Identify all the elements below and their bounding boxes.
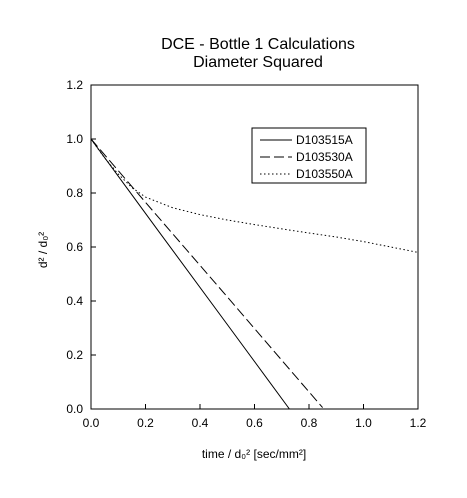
series-lines: [90, 138, 419, 410]
y-tick-label: 0.2: [66, 348, 83, 362]
y-tick-label: 0.4: [66, 294, 83, 308]
y-tick-label: 1.0: [66, 132, 83, 146]
y-tick-label: 0.6: [66, 240, 83, 254]
x-tick-label: 0.0: [83, 416, 100, 430]
legend-box: [251, 127, 367, 184]
x-tick-label: 0.4: [192, 416, 209, 430]
x-tick-label: 0.6: [246, 416, 263, 430]
x-tick-label: 1.2: [410, 416, 427, 430]
y-tick-label: 0.0: [66, 402, 83, 416]
axis-ticks: 0.0 0.2 0.4 0.6 0.8 1.0 1.2 0.0 0.2 0.4 0.6 0.8 1.0 1…: [66, 78, 426, 430]
x-tick-label: 0.8: [301, 416, 318, 430]
legend-label-d103550a: D103550A: [296, 167, 353, 181]
y-tick-label: 1.2: [66, 78, 83, 92]
chart-title: DCE - Bottle 1 Calculations: [161, 36, 355, 53]
series-line-d103550a: [90, 138, 419, 253]
chart-subtitle: Diameter Squared: [193, 54, 323, 71]
y-axis-label: d² / d₀²: [36, 232, 50, 268]
legend-label-d103515a: D103515A: [296, 133, 353, 147]
x-tick-label: 0.2: [137, 416, 154, 430]
legend-label-d103530a: D103530A: [296, 150, 353, 164]
legend: D103515A D103530A D103550A: [251, 127, 367, 184]
series-line-d103515a: [90, 138, 290, 410]
x-tick-label: 1.0: [355, 416, 372, 430]
x-axis-label: time / d₀² [sec/mm²]: [202, 447, 306, 461]
y-tick-label: 0.8: [66, 186, 83, 200]
series-line-d103530a: [90, 138, 323, 408]
